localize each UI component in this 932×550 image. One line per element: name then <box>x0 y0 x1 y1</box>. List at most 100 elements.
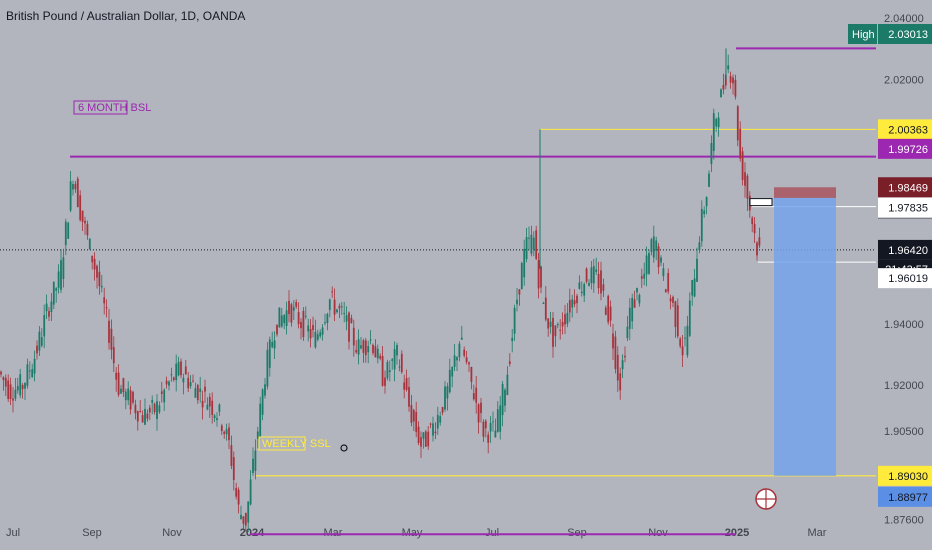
candle-body <box>684 337 686 339</box>
weekly-ssl-box[interactable] <box>258 436 306 451</box>
candle-body <box>657 246 660 268</box>
white-level-1-label-bg[interactable] <box>878 197 932 218</box>
candle-body <box>158 405 161 413</box>
candle-body <box>456 357 458 361</box>
candle-body <box>112 347 115 364</box>
weekly-ssl-level-label: 1.89030 <box>888 471 928 483</box>
y-tick-label: 1.92000 <box>884 380 924 392</box>
candle-body <box>148 407 151 413</box>
x-tick-label: Nov <box>162 527 182 539</box>
candle-body <box>674 301 677 328</box>
candle-body <box>290 304 293 323</box>
stop-level-label: 1.98469 <box>888 182 928 194</box>
candle-body <box>564 314 566 325</box>
candle-body <box>175 363 178 381</box>
purple-level-label-bg[interactable] <box>878 138 932 159</box>
candle-body <box>139 411 142 413</box>
6-month-bsl-label: 6 MONTH BSL <box>78 102 151 114</box>
candle-body <box>316 334 319 340</box>
white-level-1-label: 1.97835 <box>888 203 928 215</box>
entry-handle[interactable] <box>749 198 773 207</box>
candle-body <box>669 298 672 302</box>
candle-body <box>237 489 240 505</box>
candle-body <box>439 416 442 423</box>
candle-body <box>326 313 329 323</box>
yellow-top-label: 2.00363 <box>888 124 928 136</box>
candle-body <box>52 281 55 305</box>
candle-body <box>88 238 91 250</box>
candle-body <box>696 258 698 282</box>
candle-body <box>660 257 662 263</box>
x-tick-label: Nov <box>648 527 668 539</box>
candle-body <box>60 260 62 290</box>
candle-body <box>216 418 218 421</box>
current-price-label-bg[interactable] <box>878 239 932 260</box>
candle-body <box>343 312 346 314</box>
candle-body <box>2 377 5 380</box>
candle-body <box>192 380 194 382</box>
candle-body <box>717 117 720 128</box>
candle-body <box>679 338 682 347</box>
candle-body <box>703 210 706 214</box>
candle-body <box>264 384 266 396</box>
candle-body <box>240 514 242 519</box>
candle-body <box>340 306 343 308</box>
candle-body <box>201 400 204 408</box>
candle-body <box>108 320 110 343</box>
stop-zone[interactable] <box>774 187 836 198</box>
candle-body <box>552 317 554 347</box>
candle-body <box>16 386 19 391</box>
candle-body <box>465 357 468 363</box>
candle-body <box>43 315 46 337</box>
6-month-bsl-box[interactable] <box>73 100 128 115</box>
candle-body <box>211 400 214 415</box>
candle-body <box>451 366 454 377</box>
high-tag-bg[interactable] <box>848 24 877 44</box>
candle-body <box>472 393 475 400</box>
candle-body <box>350 317 353 323</box>
candle-body <box>597 273 600 289</box>
candle-body <box>578 282 581 289</box>
candle-body <box>448 369 451 393</box>
candle-body <box>369 339 372 341</box>
candle-body <box>374 346 377 358</box>
candle-body <box>652 236 655 258</box>
target-level-label-bg[interactable] <box>878 486 932 507</box>
candle-body <box>232 457 235 480</box>
candle-body <box>151 400 154 403</box>
yellow-top-label-bg[interactable] <box>878 119 932 140</box>
target-zone[interactable] <box>774 197 836 476</box>
stop-level-label-bg[interactable] <box>878 177 932 198</box>
candle-body <box>86 223 89 236</box>
candle-body <box>367 346 370 353</box>
candle-body <box>254 450 257 471</box>
candle-body <box>616 354 619 381</box>
candle-body <box>165 380 168 385</box>
weekly-ssl-level-label-bg[interactable] <box>878 465 932 486</box>
candle-body <box>549 321 552 327</box>
marker-icon[interactable] <box>340 444 348 452</box>
candle-body <box>400 353 403 373</box>
candle-body <box>710 143 713 164</box>
high-value-label-bg[interactable] <box>878 24 932 44</box>
candle-body <box>280 315 283 327</box>
candle-body <box>559 329 562 331</box>
candle-body <box>379 355 382 359</box>
candle-body <box>381 356 384 386</box>
candle-body <box>357 339 360 355</box>
current-price-label: 1.96420 <box>888 245 928 257</box>
candle-body <box>715 118 718 127</box>
white-level-2-label-bg[interactable] <box>878 268 932 289</box>
candle-body <box>230 445 233 467</box>
candle-body <box>105 307 108 309</box>
candle-body <box>96 265 98 278</box>
candle-body <box>612 333 614 349</box>
candle-body <box>698 242 701 251</box>
candle-body <box>480 402 482 414</box>
candle-body <box>544 297 547 320</box>
x-tick-label: May <box>402 527 423 539</box>
candle-body <box>496 409 499 432</box>
candle-body <box>614 336 617 369</box>
